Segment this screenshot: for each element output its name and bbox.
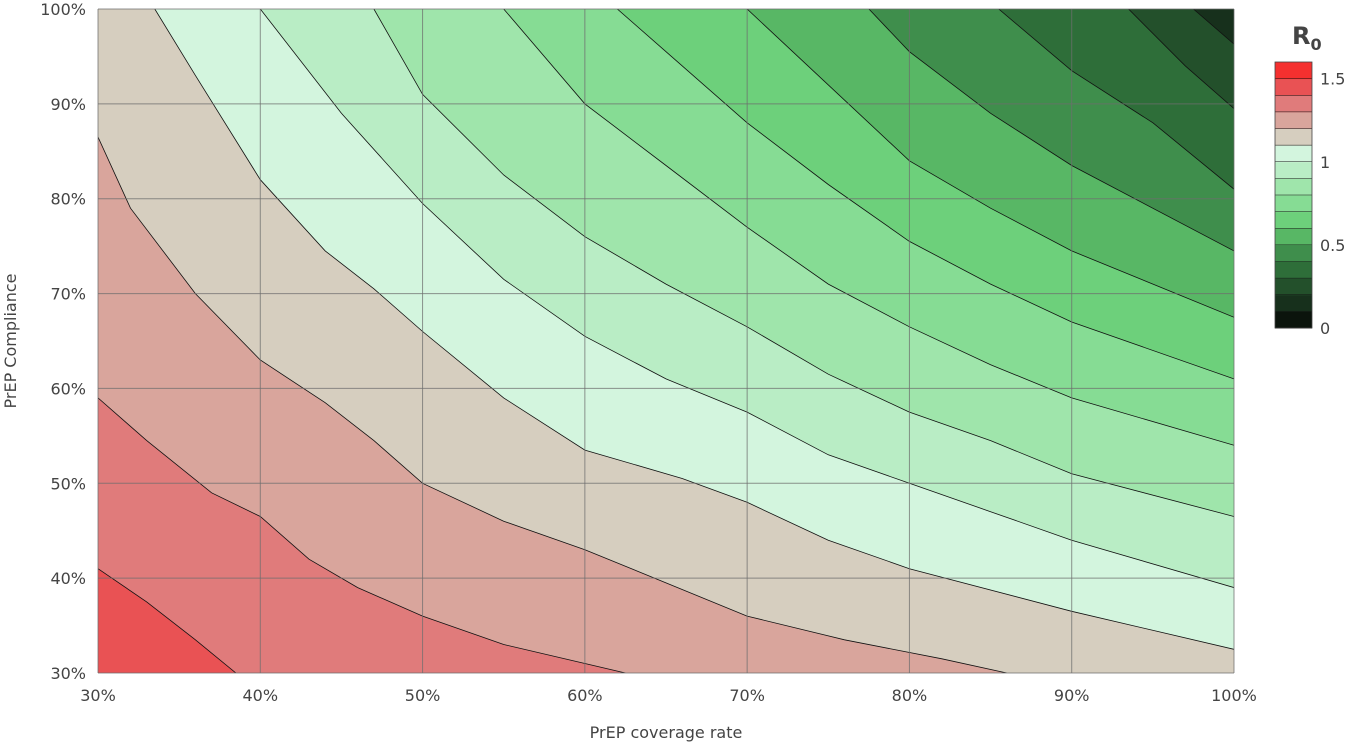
colorbar-segment [1275,62,1312,80]
y-tick-label: 40% [50,569,86,588]
colorbar-tick-label: 0 [1320,319,1330,338]
x-tick-label: 70% [729,686,765,705]
contour-line-1.2 [98,136,1007,673]
colorbar-tick-label: 1.5 [1320,70,1345,89]
x-tick-label: 90% [1054,686,1090,705]
colorbar-segment [1275,111,1312,129]
colorbar-segment [1275,161,1312,179]
y-tick-label: 80% [50,190,86,209]
contour-line-1.4 [98,568,237,673]
colorbar-tick-label: 0.5 [1320,236,1345,255]
colorbar-segment [1275,128,1312,146]
x-tick-label: 40% [243,686,279,705]
axis-ticks: 30% 40% 50% 60% 70% 80% 90% 100% 30% 40% 50% 60% 70%… [40,0,1257,705]
contour-line-1.3 [98,397,626,673]
colorbar-segment [1275,261,1312,279]
x-tick-label: 30% [80,686,116,705]
colorbar-segment [1275,311,1312,329]
grid [97,8,1235,674]
colorbar-segment [1275,78,1312,96]
colorbar-segment [1275,145,1312,163]
x-tick-label: 60% [567,686,603,705]
y-tick-label: 50% [50,474,86,493]
contour-line-0.2 [1193,9,1234,45]
colorbar-segment [1275,95,1312,113]
contour-line-0.5 [868,9,1234,252]
y-tick-label: 60% [50,379,86,398]
colorbar: R0 0 0.5 1 1.5 [1274,22,1345,338]
colorbar-segment [1275,211,1312,229]
contour-line-0.7 [617,9,1234,380]
contour-line-0.6 [746,9,1234,318]
colorbar-segment [1275,195,1312,213]
x-tick-label: 50% [405,686,441,705]
x-axis-title: PrEP coverage rate [590,723,743,742]
colorbar-segment [1275,244,1312,262]
y-tick-label: 70% [50,285,86,304]
colorbar-segment [1275,178,1312,196]
colorbar-tick-label: 1 [1320,153,1330,172]
y-tick-label: 100% [40,0,86,19]
contour-line-1.1 [154,9,1234,650]
contour-line-1.0 [259,9,1234,588]
colorbar-segment [1275,228,1312,246]
contour-line-0.8 [503,9,1234,446]
x-tick-label: 80% [892,686,928,705]
plot-area [98,9,1234,673]
contour-band-0.2 [1128,9,1234,109]
contour-line-0.4 [998,9,1234,190]
y-axis-title: PrEP Compliance [1,274,20,409]
x-tick-label: 100% [1211,686,1257,705]
contour-line-0.3 [1128,9,1234,109]
colorbar-title: R0 [1292,22,1322,54]
colorbar-outline [1274,61,1313,329]
colorbar-segment [1275,294,1312,312]
colorbar-segment [1275,278,1312,296]
y-tick-label: 30% [50,664,86,683]
y-tick-label: 90% [50,95,86,114]
